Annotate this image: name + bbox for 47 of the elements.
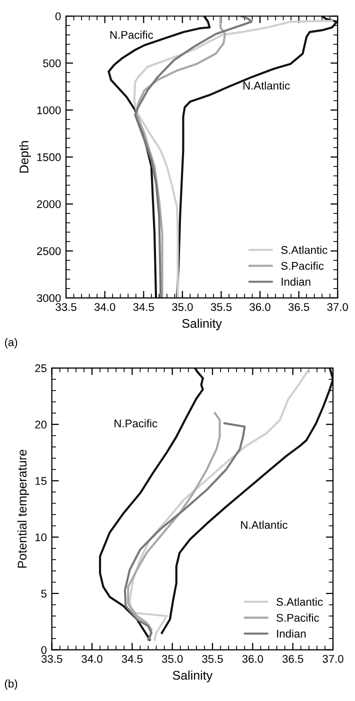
legend-label: S.Pacific [281, 262, 324, 270]
y-tick-label: 2500 [37, 247, 61, 256]
x-tick-label: 34.0 [94, 303, 116, 311]
y-tick-label: 0 [55, 12, 61, 20]
y-tick-label: 500 [43, 59, 61, 68]
y-tick-label: 1000 [37, 106, 61, 114]
x-tick-label: 37.0 [322, 654, 344, 663]
y-axis-title: Potential temperature [17, 450, 30, 568]
legend-label: S.Atlantic [281, 246, 328, 254]
y-tick-label: 15 [35, 477, 47, 485]
x-tick-label: 35.0 [162, 654, 183, 663]
x-tick-label: 35.5 [210, 303, 232, 311]
y-tick-label: 1500 [37, 153, 61, 162]
y-axis-title: Depth [19, 141, 31, 173]
x-tick-label: 33.5 [41, 654, 62, 663]
text: (b) [4, 679, 18, 690]
x-tick-label: 36.0 [242, 654, 264, 663]
legend-label: Indian [282, 278, 310, 286]
x-tick-label: 36.5 [288, 303, 310, 311]
annotation: N.Pacific [110, 30, 154, 39]
x-tick-label: 36.5 [282, 654, 304, 663]
x-tick-label: 33.5 [56, 303, 76, 311]
text: (a) [4, 338, 18, 348]
x-tick-label: 34.0 [82, 654, 102, 663]
x-tick-label: 35.5 [202, 654, 223, 663]
x-axis-title: Salinity [172, 670, 213, 682]
annotation: N.Atlantic [243, 81, 290, 90]
x-tick-label: 34.5 [133, 303, 154, 311]
x-tick-label: 34.5 [122, 654, 143, 663]
legend-label: S.Atlantic [276, 598, 323, 606]
x-tick-label: 37.0 [327, 303, 348, 311]
legend-label: S.Pacific [276, 614, 319, 622]
x-axis-title: Salinity [182, 318, 222, 330]
y-tick-label: 10 [35, 533, 47, 542]
annotation: N.Pacific [114, 419, 158, 428]
y-tick-label: 25 [35, 364, 47, 372]
y-tick-label: 3000 [36, 294, 61, 302]
y-tick-label: 20 [35, 420, 47, 429]
x-tick-label: 36.0 [250, 303, 270, 311]
line-series [108, 16, 211, 298]
line-series [98, 368, 204, 641]
legend-label: Indian [277, 629, 306, 638]
annotation: N.Atlantic [241, 520, 288, 529]
y-tick-label: 0 [41, 646, 47, 654]
y-tick-label: 5 [41, 590, 47, 598]
x-tick-label: 35.0 [172, 303, 193, 311]
y-tick-label: 2000 [37, 200, 61, 208]
